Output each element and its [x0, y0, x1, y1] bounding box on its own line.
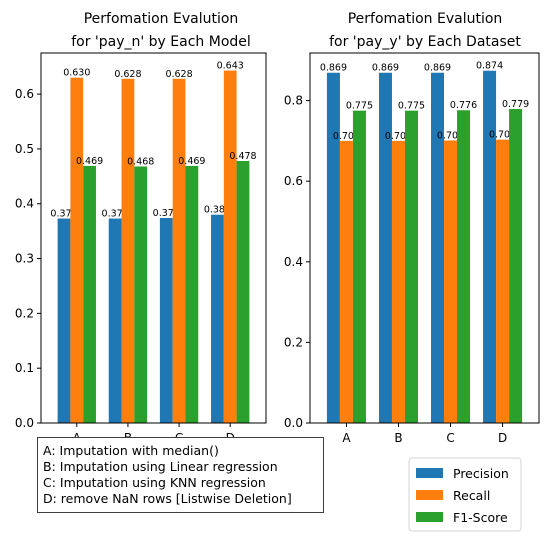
ytick-label-pay-n-6: 0.6	[15, 87, 34, 101]
category-note-d: D: remove NaN rows [Listwise Deletion]	[43, 491, 292, 506]
ytick-label-pay-n-4: 0.4	[15, 197, 34, 211]
bar-pay-y-recall-c	[444, 140, 458, 424]
data-label-pay-n-recall-b: 0.628	[114, 69, 141, 80]
chart-pay-y-title-line-1: Perfomation Evalution	[348, 11, 503, 27]
xtick-label-pay-y-c: C	[446, 431, 454, 445]
bar-pay-y-f1-score-d	[509, 109, 523, 424]
data-label-pay-n-precision-c: 0.374	[153, 208, 180, 219]
xtick-label-pay-y-d: D	[498, 431, 507, 445]
data-label-pay-n-recall-c: 0.628	[165, 69, 192, 80]
data-label-pay-n-f1-score-d: 0.478	[229, 151, 256, 162]
data-label-pay-n-precision-b: 0.373	[102, 209, 129, 220]
bar-pay-n-recall-c	[172, 78, 186, 423]
data-label-pay-n-recall-d: 0.643	[217, 61, 244, 72]
ytick-label-pay-y-2: 0.4	[284, 255, 303, 269]
category-notes-box: A: Imputation with median() B: Imputatio…	[37, 437, 324, 513]
bar-pay-n-precision-c	[159, 217, 173, 423]
data-label-pay-y-recall-b: 0.700	[385, 131, 412, 142]
data-label-pay-y-precision-d: 0.874	[476, 61, 503, 72]
legend-swatch-recall	[416, 490, 443, 500]
bar-pay-n-recall-a	[70, 77, 84, 424]
bar-pay-y-recall-a	[339, 140, 353, 423]
bar-pay-y-f1-score-b	[404, 110, 418, 423]
bar-pay-y-precision-d	[483, 70, 497, 424]
chart-pay-n-bars: 0.373 0.373 0.374 0.380 0.630 0.628 0.628 0.643…	[50, 61, 257, 424]
chart-pay-n: Perfomation Evalution for 'pay_n' by Eac…	[15, 11, 267, 445]
bar-pay-y-f1-score-a	[352, 110, 366, 423]
data-label-pay-y-f1-score-b: 0.775	[398, 101, 425, 112]
bar-pay-n-precision-a	[57, 218, 71, 423]
bar-pay-n-f1-score-d	[236, 160, 250, 424]
data-label-pay-n-f1-score-b: 0.468	[127, 156, 154, 167]
ytick-label-pay-n-3: 0.3	[15, 252, 34, 266]
category-note-c: C: Imputation using KNN regression	[43, 475, 266, 490]
data-label-pay-n-f1-score-c: 0.469	[178, 156, 205, 167]
data-label-pay-y-precision-b: 0.869	[372, 63, 399, 74]
chart-pay-n-title-line-2: for 'pay_n' by Each Model	[71, 34, 251, 50]
category-notes-frame	[37, 437, 324, 513]
legend-label-recall: Recall	[453, 488, 490, 503]
chart-pay-y-plot-frame	[309, 52, 540, 424]
bar-pay-n-precision-d	[211, 214, 224, 423]
ytick-label-pay-n-0: 0.0	[15, 416, 34, 430]
chart-pay-y-bars: 0.869 0.869 0.869 0.874 0.700 0.700 0.701 0.703…	[320, 61, 529, 424]
bar-pay-n-recall-b	[121, 78, 135, 423]
data-label-pay-n-f1-score-a: 0.469	[76, 156, 103, 167]
xtick-label-pay-y-b: B	[394, 431, 402, 445]
bar-pay-y-precision-a	[326, 72, 340, 424]
ytick-label-pay-n-1: 0.1	[15, 361, 34, 375]
data-label-pay-y-recall-a: 0.700	[333, 131, 360, 142]
ytick-label-pay-n-5: 0.5	[15, 142, 34, 156]
data-label-pay-y-recall-c: 0.701	[437, 130, 464, 141]
legend-label-f1-score: F1-Score	[453, 510, 508, 525]
ytick-label-pay-y-0: 0.0	[284, 416, 303, 430]
data-label-pay-n-precision-d: 0.380	[204, 205, 231, 216]
bar-pay-n-f1-score-a	[83, 165, 96, 423]
chart-pay-n-plot-frame	[40, 52, 267, 424]
legend: Precision Recall F1-Score	[408, 457, 522, 532]
ytick-label-pay-n-2: 0.2	[15, 306, 34, 320]
ytick-label-pay-y-4: 0.8	[284, 94, 303, 108]
bar-pay-y-precision-c	[431, 72, 445, 424]
bar-pay-y-precision-b	[378, 72, 392, 424]
data-label-pay-n-precision-a: 0.373	[50, 209, 77, 220]
data-label-pay-y-f1-score-d: 0.779	[502, 99, 529, 110]
legend-swatch-precision	[416, 468, 443, 478]
bar-pay-y-recall-b	[391, 140, 405, 423]
data-label-pay-n-recall-a: 0.630	[63, 68, 90, 79]
chart-pay-y: Perfomation Evalution for 'pay_y' by Eac…	[284, 11, 540, 445]
bar-pay-y-recall-d	[496, 139, 510, 424]
bar-pay-n-f1-score-c	[185, 165, 199, 423]
ytick-label-pay-y-3: 0.6	[284, 174, 303, 188]
data-label-pay-y-f1-score-c: 0.776	[450, 100, 477, 111]
bar-pay-n-f1-score-b	[134, 166, 148, 423]
bar-pay-n-precision-b	[108, 218, 122, 423]
data-label-pay-y-recall-d: 0.703	[489, 130, 516, 141]
bar-pay-y-f1-score-c	[457, 110, 471, 423]
chart-pay-y-title-line-2: for 'pay_y' by Each Dataset	[329, 34, 521, 50]
data-label-pay-y-precision-c: 0.869	[424, 63, 451, 74]
legend-label-precision: Precision	[453, 466, 509, 481]
bar-pay-n-recall-d	[223, 70, 237, 423]
data-label-pay-y-f1-score-a: 0.775	[346, 101, 373, 112]
data-label-pay-y-precision-a: 0.869	[320, 63, 347, 74]
chart-pay-n-title-line-1: Perfomation Evalution	[84, 11, 239, 27]
xtick-label-pay-y-a: A	[342, 431, 351, 445]
ytick-label-pay-y-1: 0.2	[284, 335, 303, 349]
chart-pay-y-ticks: 0.0 0.2 0.4 0.6 0.8 A B C D	[284, 94, 507, 445]
legend-swatch-f1-score	[416, 512, 443, 522]
category-note-a: A: Imputation with median()	[43, 443, 219, 458]
category-note-b: B: Imputation using Linear regression	[43, 459, 278, 474]
